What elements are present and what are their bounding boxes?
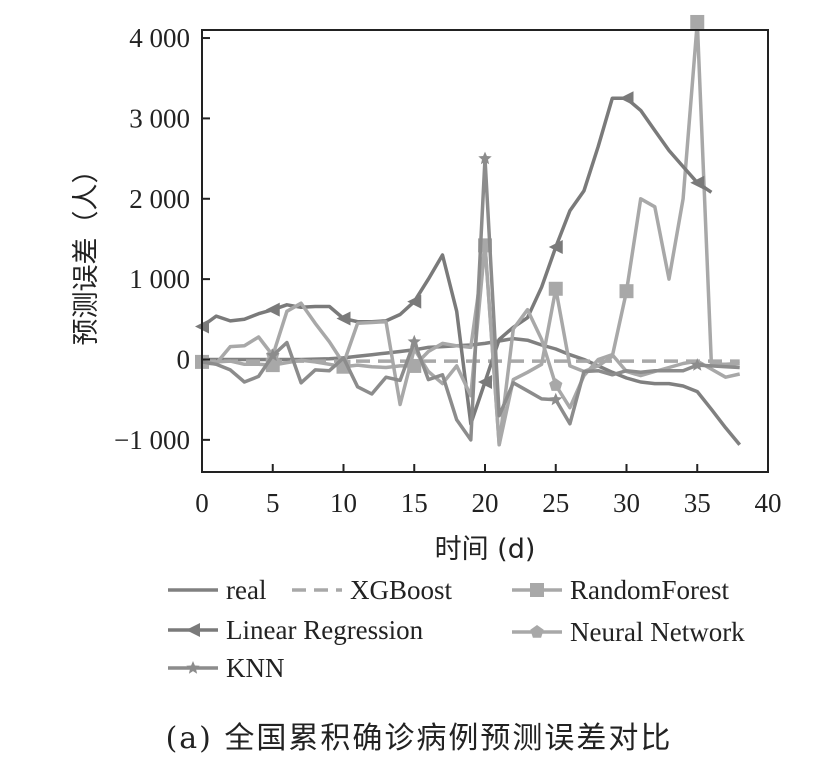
data-point	[478, 374, 492, 389]
y-tick-label: 3 000	[129, 103, 190, 133]
data-point	[407, 334, 421, 348]
legend-entry: real	[168, 575, 266, 605]
data-point	[336, 311, 351, 326]
legend-label: XGBoost	[350, 575, 453, 605]
x-tick-label: 20	[472, 488, 499, 518]
data-point	[619, 284, 634, 299]
x-tick-label: 30	[613, 488, 640, 518]
data-point	[549, 392, 563, 406]
data-point	[548, 281, 563, 296]
legend-marker	[530, 583, 544, 597]
x-tick-label: 40	[755, 488, 782, 518]
legend-entry: Neural Network	[512, 617, 745, 647]
data-point	[478, 151, 492, 165]
x-tick-label: 25	[542, 488, 569, 518]
x-tick-label: 15	[401, 488, 428, 518]
series-knn	[201, 151, 740, 442]
series-line	[202, 20, 740, 447]
y-axis-title: 预测误差（人）	[71, 157, 102, 346]
data-point	[266, 348, 280, 362]
legend-marker	[186, 623, 200, 637]
y-tick-label: 0	[177, 344, 191, 374]
data-point	[690, 358, 704, 371]
legend-marker	[530, 625, 544, 638]
y-tick-label: 4 000	[129, 23, 190, 53]
legend-label: RandomForest	[570, 575, 729, 605]
data-point	[690, 175, 705, 190]
legend-entry: RandomForest	[512, 575, 729, 605]
y-tick-label: −1 000	[114, 425, 190, 455]
legend-label: KNN	[226, 653, 285, 683]
data-point	[619, 91, 634, 106]
data-point	[407, 294, 422, 309]
legend-label: Linear Regression	[226, 615, 424, 645]
y-tick-label: 2 000	[129, 184, 190, 214]
data-point	[265, 302, 280, 317]
x-tick-label: 10	[330, 488, 357, 518]
series-randomforest	[195, 14, 740, 447]
series-line	[201, 156, 740, 442]
figure-caption: (a) 全国累积确诊病例预测误差对比	[166, 721, 673, 756]
y-tick-label: 1 000	[129, 264, 190, 294]
x-tick-label: 35	[684, 488, 711, 518]
data-point	[549, 378, 563, 391]
x-tick-label: 0	[195, 488, 209, 518]
data-point	[690, 14, 705, 29]
data-point	[548, 239, 563, 254]
legend-label: Neural Network	[570, 617, 745, 647]
x-axis-title: 时间 (d)	[435, 534, 536, 565]
legend-entry: XGBoost	[292, 575, 453, 605]
legend-marker	[186, 661, 200, 674]
legend: real XGBoost RandomForest Linear Regression…	[168, 575, 745, 683]
legend-label: real	[226, 575, 266, 605]
x-tick-label: 5	[266, 488, 280, 518]
legend-entry: Linear Regression	[168, 615, 424, 645]
legend-entry: KNN	[168, 653, 285, 683]
